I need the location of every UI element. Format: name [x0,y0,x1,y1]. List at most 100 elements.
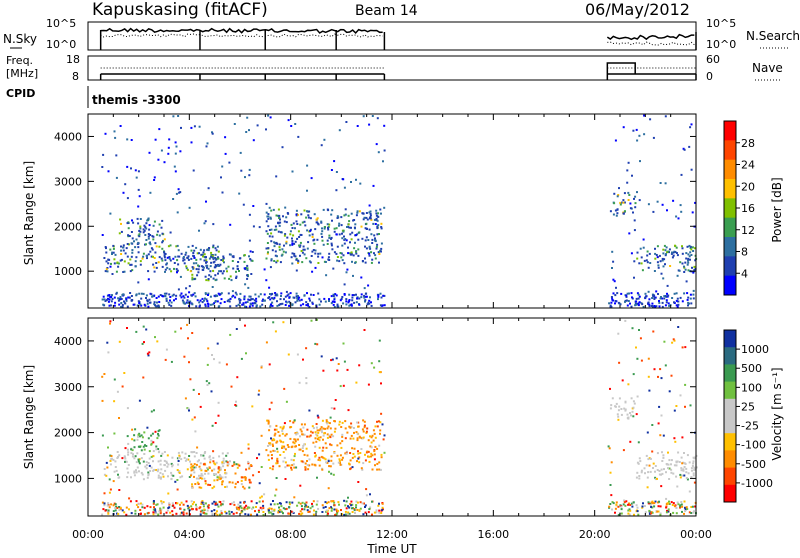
echo-cell [198,393,200,395]
echo-cell [141,506,144,509]
echo-cell [198,459,200,462]
echo-cell [247,506,250,509]
echo-cell [345,303,348,306]
echo-cell [301,433,304,436]
echo-cell [190,505,193,508]
echo-cell [342,229,345,232]
echo-cell [356,501,359,504]
echo-cell [147,473,150,476]
echo-cell [638,295,641,298]
echo-cell [370,261,373,264]
echo-cell [244,478,247,481]
echo-cell [180,327,182,330]
echo-cell [307,216,310,219]
echo-cell [337,363,340,365]
echo-cell [364,453,366,456]
echo-cell [256,124,259,127]
echo-cell [370,441,373,444]
echo-cell [639,460,642,463]
echo-cell [652,462,655,465]
echo-cell [150,466,153,469]
echo-cell [152,513,155,516]
echo-cell [653,296,656,299]
echo-cell [617,418,620,421]
echo-cell [104,132,107,135]
echo-cell [670,459,673,462]
echo-cell [137,246,140,249]
echo-cell [677,303,680,306]
echo-cell [218,361,221,364]
echo-cell [314,437,317,440]
echo-cell [361,428,364,431]
echo-cell [177,249,180,252]
echo-cell [322,506,325,509]
echo-cell [327,460,330,463]
echo-cell [349,459,352,462]
echo-cell [234,296,237,299]
echo-cell [156,340,159,343]
echo-cell [109,322,111,325]
echo-cell [243,254,246,257]
echo-cell [149,301,151,304]
echo-cell [261,303,264,306]
echo-cell [276,259,279,262]
echo-cell [662,456,665,459]
echo-cell [162,475,165,478]
echo-cell [346,226,348,228]
echo-cell [229,503,232,506]
echo-cell [311,236,314,238]
echo-cell [191,465,194,468]
echo-cell [145,222,148,225]
echo-cell [206,266,208,269]
echo-cell [224,136,227,139]
echo-cell [209,303,212,306]
echo-cell [274,250,277,253]
echo-cell [233,503,236,506]
echo-cell [675,512,678,515]
echo-cell [625,295,628,298]
echo-cell [126,255,129,258]
echo-cell [203,253,206,256]
echo-cell [188,455,191,457]
nsky-label: N.Sky [3,32,37,46]
echo-cell [359,452,362,454]
echo-cell [282,451,285,453]
echo-cell [191,332,194,334]
echo-cell [685,280,688,283]
echo-cell [684,508,687,511]
echo-cell [128,296,131,299]
echo-cell [348,506,351,509]
echo-cell [331,209,334,212]
echo-cell [356,211,359,214]
echo-cell [268,296,271,298]
echo-cell [652,136,655,139]
echo-cell [183,355,186,358]
echo-cell [660,377,663,380]
echo-cell [113,432,116,435]
echo-cell [306,164,309,167]
echo-cell [366,227,368,230]
echo-cell [369,214,372,217]
echo-cell [320,355,323,358]
echo-cell [345,513,348,516]
echo-cell [187,245,190,248]
echo-cell [679,473,682,476]
echo-cell [273,428,276,431]
echo-cell [229,460,231,463]
echo-cell [376,117,379,120]
echo-cell [243,267,246,270]
echo-cell [222,257,225,260]
xlabel: Time UT [366,542,417,554]
echo-cell [359,182,362,185]
echo-cell [207,278,210,280]
echo-cell [343,499,346,502]
echo-cell [114,136,117,139]
echo-cell [315,503,318,506]
echo-cell [154,336,156,339]
echo-cell [646,486,649,489]
echo-cell [284,251,287,254]
echo-cell [131,269,134,272]
echo-cell [187,255,190,258]
echo-cell [672,511,675,514]
